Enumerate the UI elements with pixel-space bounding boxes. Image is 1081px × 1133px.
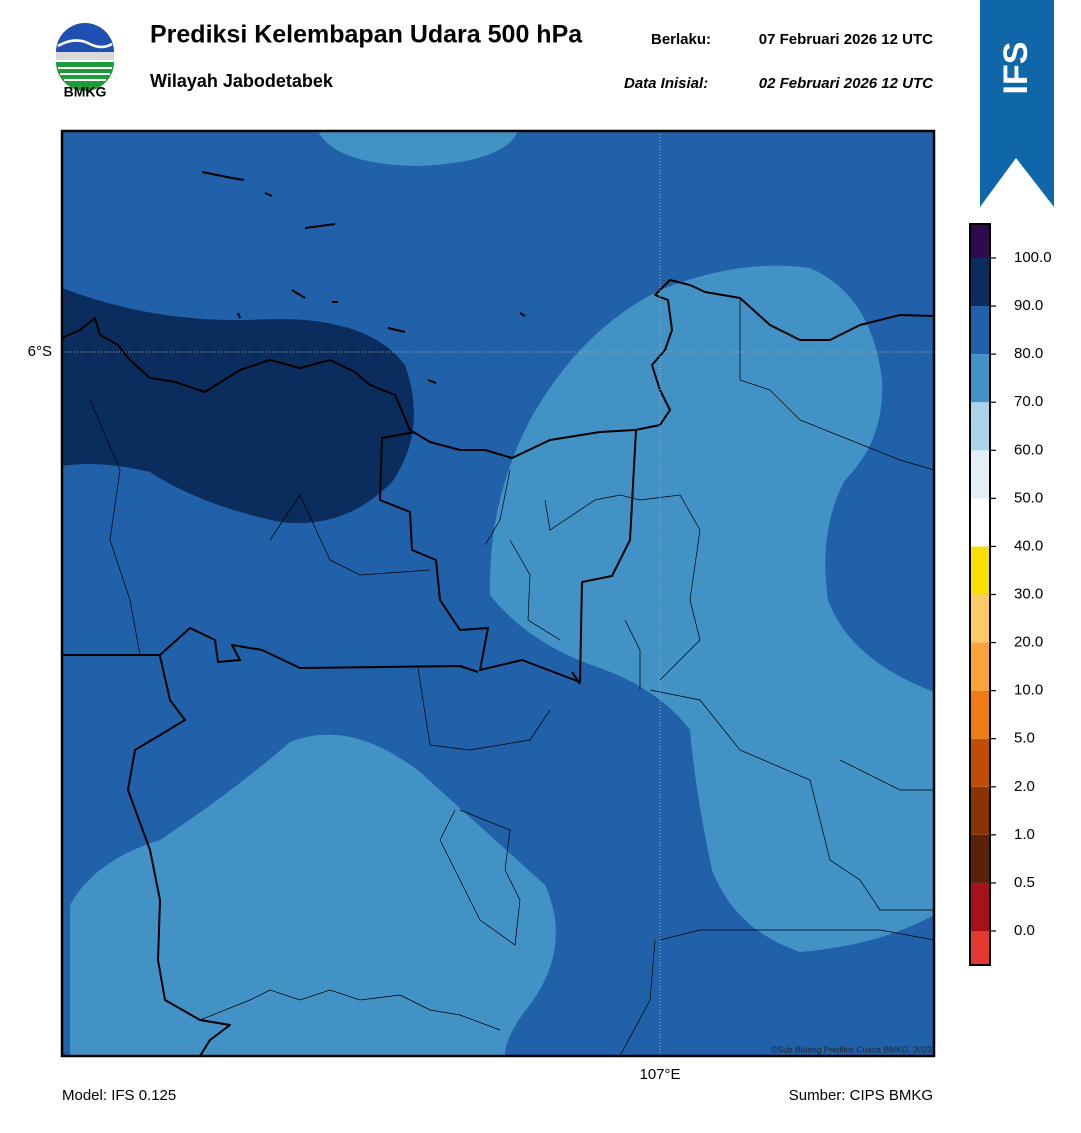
colorbar-band [970, 354, 990, 403]
colorbar-tick-label: 2.0 [1014, 778, 1035, 795]
valid-label: Berlaku: [651, 31, 711, 48]
colorbar-tick-label: 30.0 [1014, 585, 1043, 602]
colorbar-tick-label: 50.0 [1014, 489, 1043, 506]
colorbar-tick-label: 100.0 [1014, 249, 1052, 266]
colorbar-band [970, 498, 990, 547]
colorbar-tick-label: 40.0 [1014, 537, 1043, 554]
lat-label: 6°S [28, 343, 52, 360]
title: Prediksi Kelembapan Udara 500 hPa [150, 21, 583, 49]
init-date: 02 Februari 2026 12 UTC [759, 75, 934, 92]
colorbar-tick-label: 5.0 [1014, 730, 1035, 747]
source-text: Sumber: CIPS BMKG [789, 1087, 933, 1104]
colorbar-band [970, 450, 990, 499]
colorbar-band [970, 594, 990, 643]
colorbar-band [970, 258, 990, 307]
map-frame [60, 129, 936, 1058]
colorbar-tick-label: 1.0 [1014, 826, 1035, 843]
colorbar-tick-label: 80.0 [1014, 345, 1043, 362]
colorbar-band [970, 931, 990, 965]
colorbar-band [970, 738, 990, 787]
colorbar-band [970, 834, 990, 883]
colorbar: 0.0 0.5 1.0 2.0 5.0 10.0 20.0 30.0 40.0 50.0 60.0 7… [969, 223, 1052, 966]
colorbar-tick-label: 20.0 [1014, 634, 1043, 651]
colorbar-band [970, 402, 990, 451]
colorbar-band [970, 546, 990, 595]
model-text: Model: IFS 0.125 [62, 1087, 176, 1104]
colorbar-tick-label: 0.0 [1014, 922, 1035, 939]
colorbar-band [970, 690, 990, 739]
colorbar-band [970, 306, 990, 355]
subtitle: Wilayah Jabodetabek [150, 71, 334, 91]
valid-date: 07 Februari 2026 12 UTC [759, 31, 933, 48]
logo-text: BMKG [64, 84, 107, 100]
colorbar-band [970, 786, 990, 835]
colorbar-tick-label: 0.5 [1014, 874, 1035, 891]
lon-label: 107°E [639, 1066, 680, 1083]
colorbar-band [970, 224, 990, 258]
init-label: Data Inisial: [624, 75, 708, 92]
map [62, 131, 934, 1056]
credit: ©Sub Bidang Prediksi Cuaca BMKG, 2023 [771, 1044, 932, 1054]
colorbar-band [970, 642, 990, 691]
colorbar-tick-label: 60.0 [1014, 441, 1043, 458]
colorbar-tick-label: 90.0 [1014, 297, 1043, 314]
model-badge [980, 0, 1054, 207]
colorbar-tick-label: 10.0 [1014, 682, 1043, 699]
colorbar-band [970, 882, 990, 931]
colorbar-tick-label: 70.0 [1014, 393, 1043, 410]
model-badge-text: IFS [997, 42, 1035, 95]
logo [56, 23, 114, 91]
